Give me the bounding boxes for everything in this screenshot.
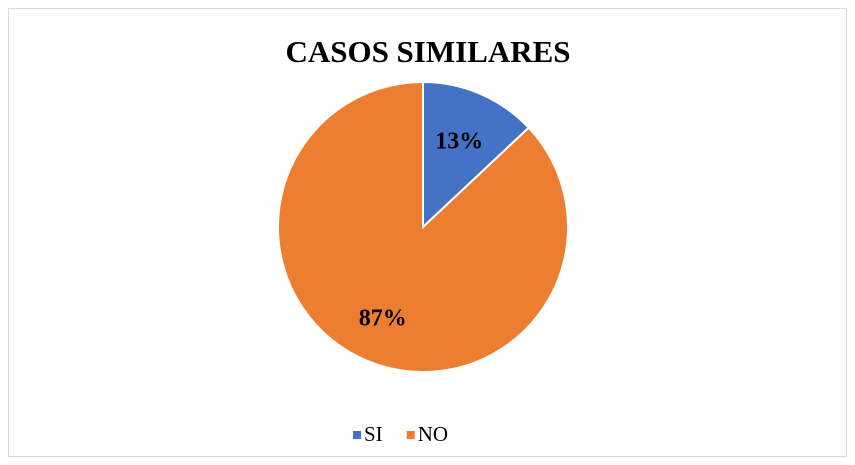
pie-slice (422, 80, 531, 230)
legend-label: NO (418, 422, 448, 446)
legend-swatch (406, 431, 415, 439)
pie-slice (277, 80, 569, 373)
chart-title: CASOS SIMILARES (285, 34, 570, 69)
data-label: 13% (435, 129, 483, 155)
legend-label: SI (364, 422, 383, 446)
legend-swatch (353, 431, 361, 439)
data-label: 87% (359, 306, 407, 332)
